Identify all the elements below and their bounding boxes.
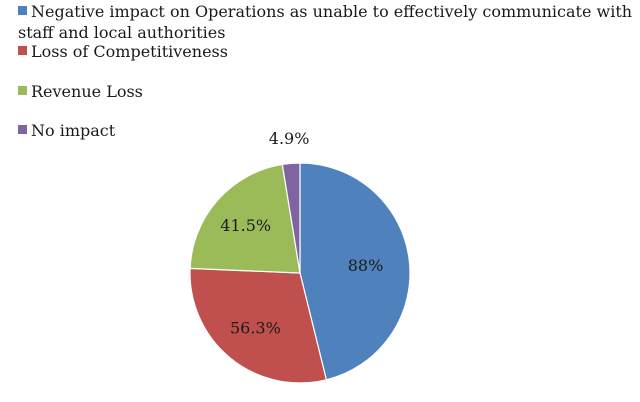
legend-item: Loss of Competitiveness — [18, 42, 228, 61]
data-label: 4.9% — [269, 129, 310, 148]
data-label: 56.3% — [230, 319, 281, 338]
legend-swatch — [18, 46, 27, 55]
pie-slice — [281, 162, 301, 274]
legend-item: No impact — [18, 121, 116, 140]
legend-swatch — [18, 86, 27, 95]
data-labels: 88% 56.3% 41.5% 4.9% — [220, 129, 383, 337]
pie-slice — [189, 267, 328, 384]
pie-slice — [189, 163, 301, 274]
legend: Negative impact on Operations as unable … — [18, 2, 632, 140]
pie-slice — [299, 162, 411, 381]
legend-item: Negative impact on Operations as unable … — [18, 2, 632, 42]
legend-swatch — [18, 125, 27, 134]
legend-label: Negative impact on Operations as unable … — [18, 2, 632, 42]
legend-item: Revenue Loss — [18, 82, 143, 101]
pie — [189, 162, 411, 384]
legend-label: Revenue Loss — [31, 82, 143, 101]
legend-label: No impact — [31, 121, 116, 140]
data-label: 88% — [348, 256, 384, 275]
data-label: 41.5% — [220, 216, 271, 235]
legend-label: Loss of Competitiveness — [31, 42, 228, 61]
legend-swatch — [18, 6, 27, 15]
